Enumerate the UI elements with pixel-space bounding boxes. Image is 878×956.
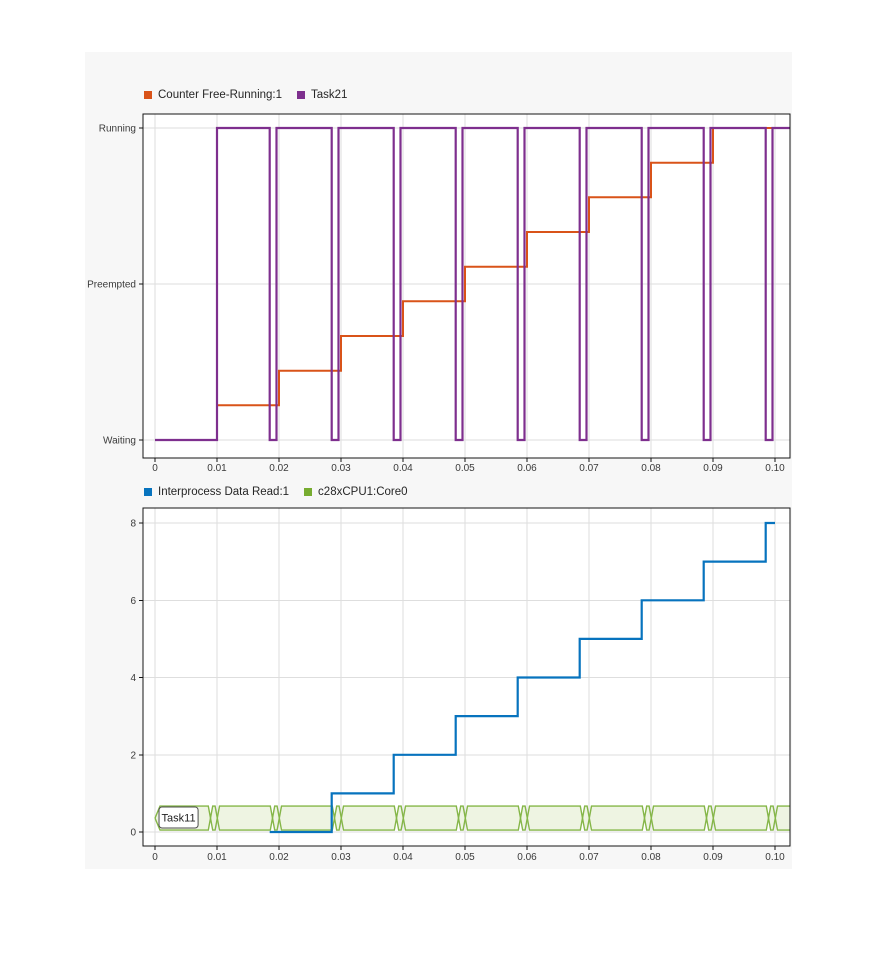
series-counter-free-running-1[interactable] bbox=[155, 127, 790, 441]
y-tick-label: 0 bbox=[130, 828, 136, 839]
x-tick-label: 0.03 bbox=[331, 463, 351, 474]
y-tick-label: 2 bbox=[130, 750, 136, 761]
x-tick-label: 0.02 bbox=[269, 852, 289, 863]
legend-item[interactable]: Counter Free-Running:1 bbox=[144, 89, 282, 101]
x-tick-label: 0.08 bbox=[641, 463, 661, 474]
x-tick-label: 0.06 bbox=[517, 463, 537, 474]
legend-swatch-icon bbox=[144, 488, 152, 496]
task11-label-box bbox=[158, 806, 199, 829]
x-tick-label: 0.01 bbox=[207, 463, 227, 474]
legend-swatch-icon bbox=[297, 91, 306, 99]
core-chart-plot[interactable]: Task11 0 0.01 0.02 0.03 0.04 0.05 0.06 0.07 0.08 0… bbox=[85, 480, 792, 869]
y-tick-label: 8 bbox=[130, 519, 136, 530]
task11-label: Task11 bbox=[162, 812, 196, 824]
legend-swatch-icon bbox=[144, 91, 152, 99]
task-chart-legend: Counter Free-Running:1 Task21 bbox=[144, 89, 347, 101]
axis-box bbox=[142, 113, 791, 459]
x-tick-label: 0.04 bbox=[393, 852, 413, 863]
legend-item[interactable]: Task21 bbox=[297, 89, 347, 101]
task-state-chart: 0 0.01 0.02 0.03 0.04 0.05 0.06 0.07 0.08 0.09 0.1… bbox=[85, 52, 792, 480]
core-band-bottom-edge[interactable] bbox=[154, 805, 790, 831]
x-tick-label: 0.05 bbox=[455, 852, 475, 863]
x-tick-label: 0.07 bbox=[579, 463, 599, 474]
legend-item[interactable]: c28xCPU1:Core0 bbox=[304, 486, 408, 498]
x-tick-label: 0.01 bbox=[207, 852, 227, 863]
legend-label: Task21 bbox=[311, 89, 348, 101]
x-tick-label: 0.03 bbox=[331, 852, 351, 863]
x-tick-label: 0 bbox=[152, 463, 158, 474]
plot-area-background bbox=[143, 114, 790, 458]
series-task21[interactable] bbox=[155, 126, 790, 442]
x-tick-label: 0.09 bbox=[703, 463, 723, 474]
legend-item[interactable]: Interprocess Data Read:1 bbox=[144, 486, 289, 498]
x-tick-label: 0.08 bbox=[641, 852, 661, 863]
x-tick-label: 0.10 bbox=[765, 852, 785, 863]
x-tick-label: 0.04 bbox=[393, 463, 413, 474]
legend-label: Counter Free-Running:1 bbox=[158, 89, 283, 101]
task-chart-plot[interactable]: 0 0.01 0.02 0.03 0.04 0.05 0.06 0.07 0.08 0.09 0.1… bbox=[85, 52, 792, 480]
core-chart-legend: Interprocess Data Read:1 c28xCPU1:Core0 bbox=[144, 486, 408, 498]
legend-label: c28xCPU1:Core0 bbox=[318, 486, 408, 498]
y-tick-label: 6 bbox=[130, 596, 136, 607]
y-tick-label: 4 bbox=[130, 673, 136, 684]
core-band-fill bbox=[155, 806, 790, 831]
y-tick-label: Preempted bbox=[87, 280, 136, 291]
core-activity-chart: Task11 0 0.01 0.02 0.03 0.04 0.05 0.06 0.07 0.08 0… bbox=[85, 480, 792, 869]
x-tick-label: 0.05 bbox=[455, 463, 475, 474]
y-tick-label: Waiting bbox=[103, 436, 136, 447]
legend-swatch-icon bbox=[304, 488, 313, 496]
series-interprocess-data-read-1[interactable] bbox=[269, 521, 775, 834]
x-tick-label: 0.10 bbox=[765, 463, 785, 474]
x-tick-label: 0.02 bbox=[269, 463, 289, 474]
legend-label: Interprocess Data Read:1 bbox=[158, 486, 290, 498]
x-tick-label: 0 bbox=[152, 852, 158, 863]
x-tick-label: 0.09 bbox=[703, 852, 723, 863]
x-tick-label: 0.06 bbox=[517, 852, 537, 863]
x-tick-label: 0.07 bbox=[579, 852, 599, 863]
y-tick-label: Running bbox=[99, 124, 136, 135]
core-band-top-edge[interactable] bbox=[154, 805, 790, 831]
